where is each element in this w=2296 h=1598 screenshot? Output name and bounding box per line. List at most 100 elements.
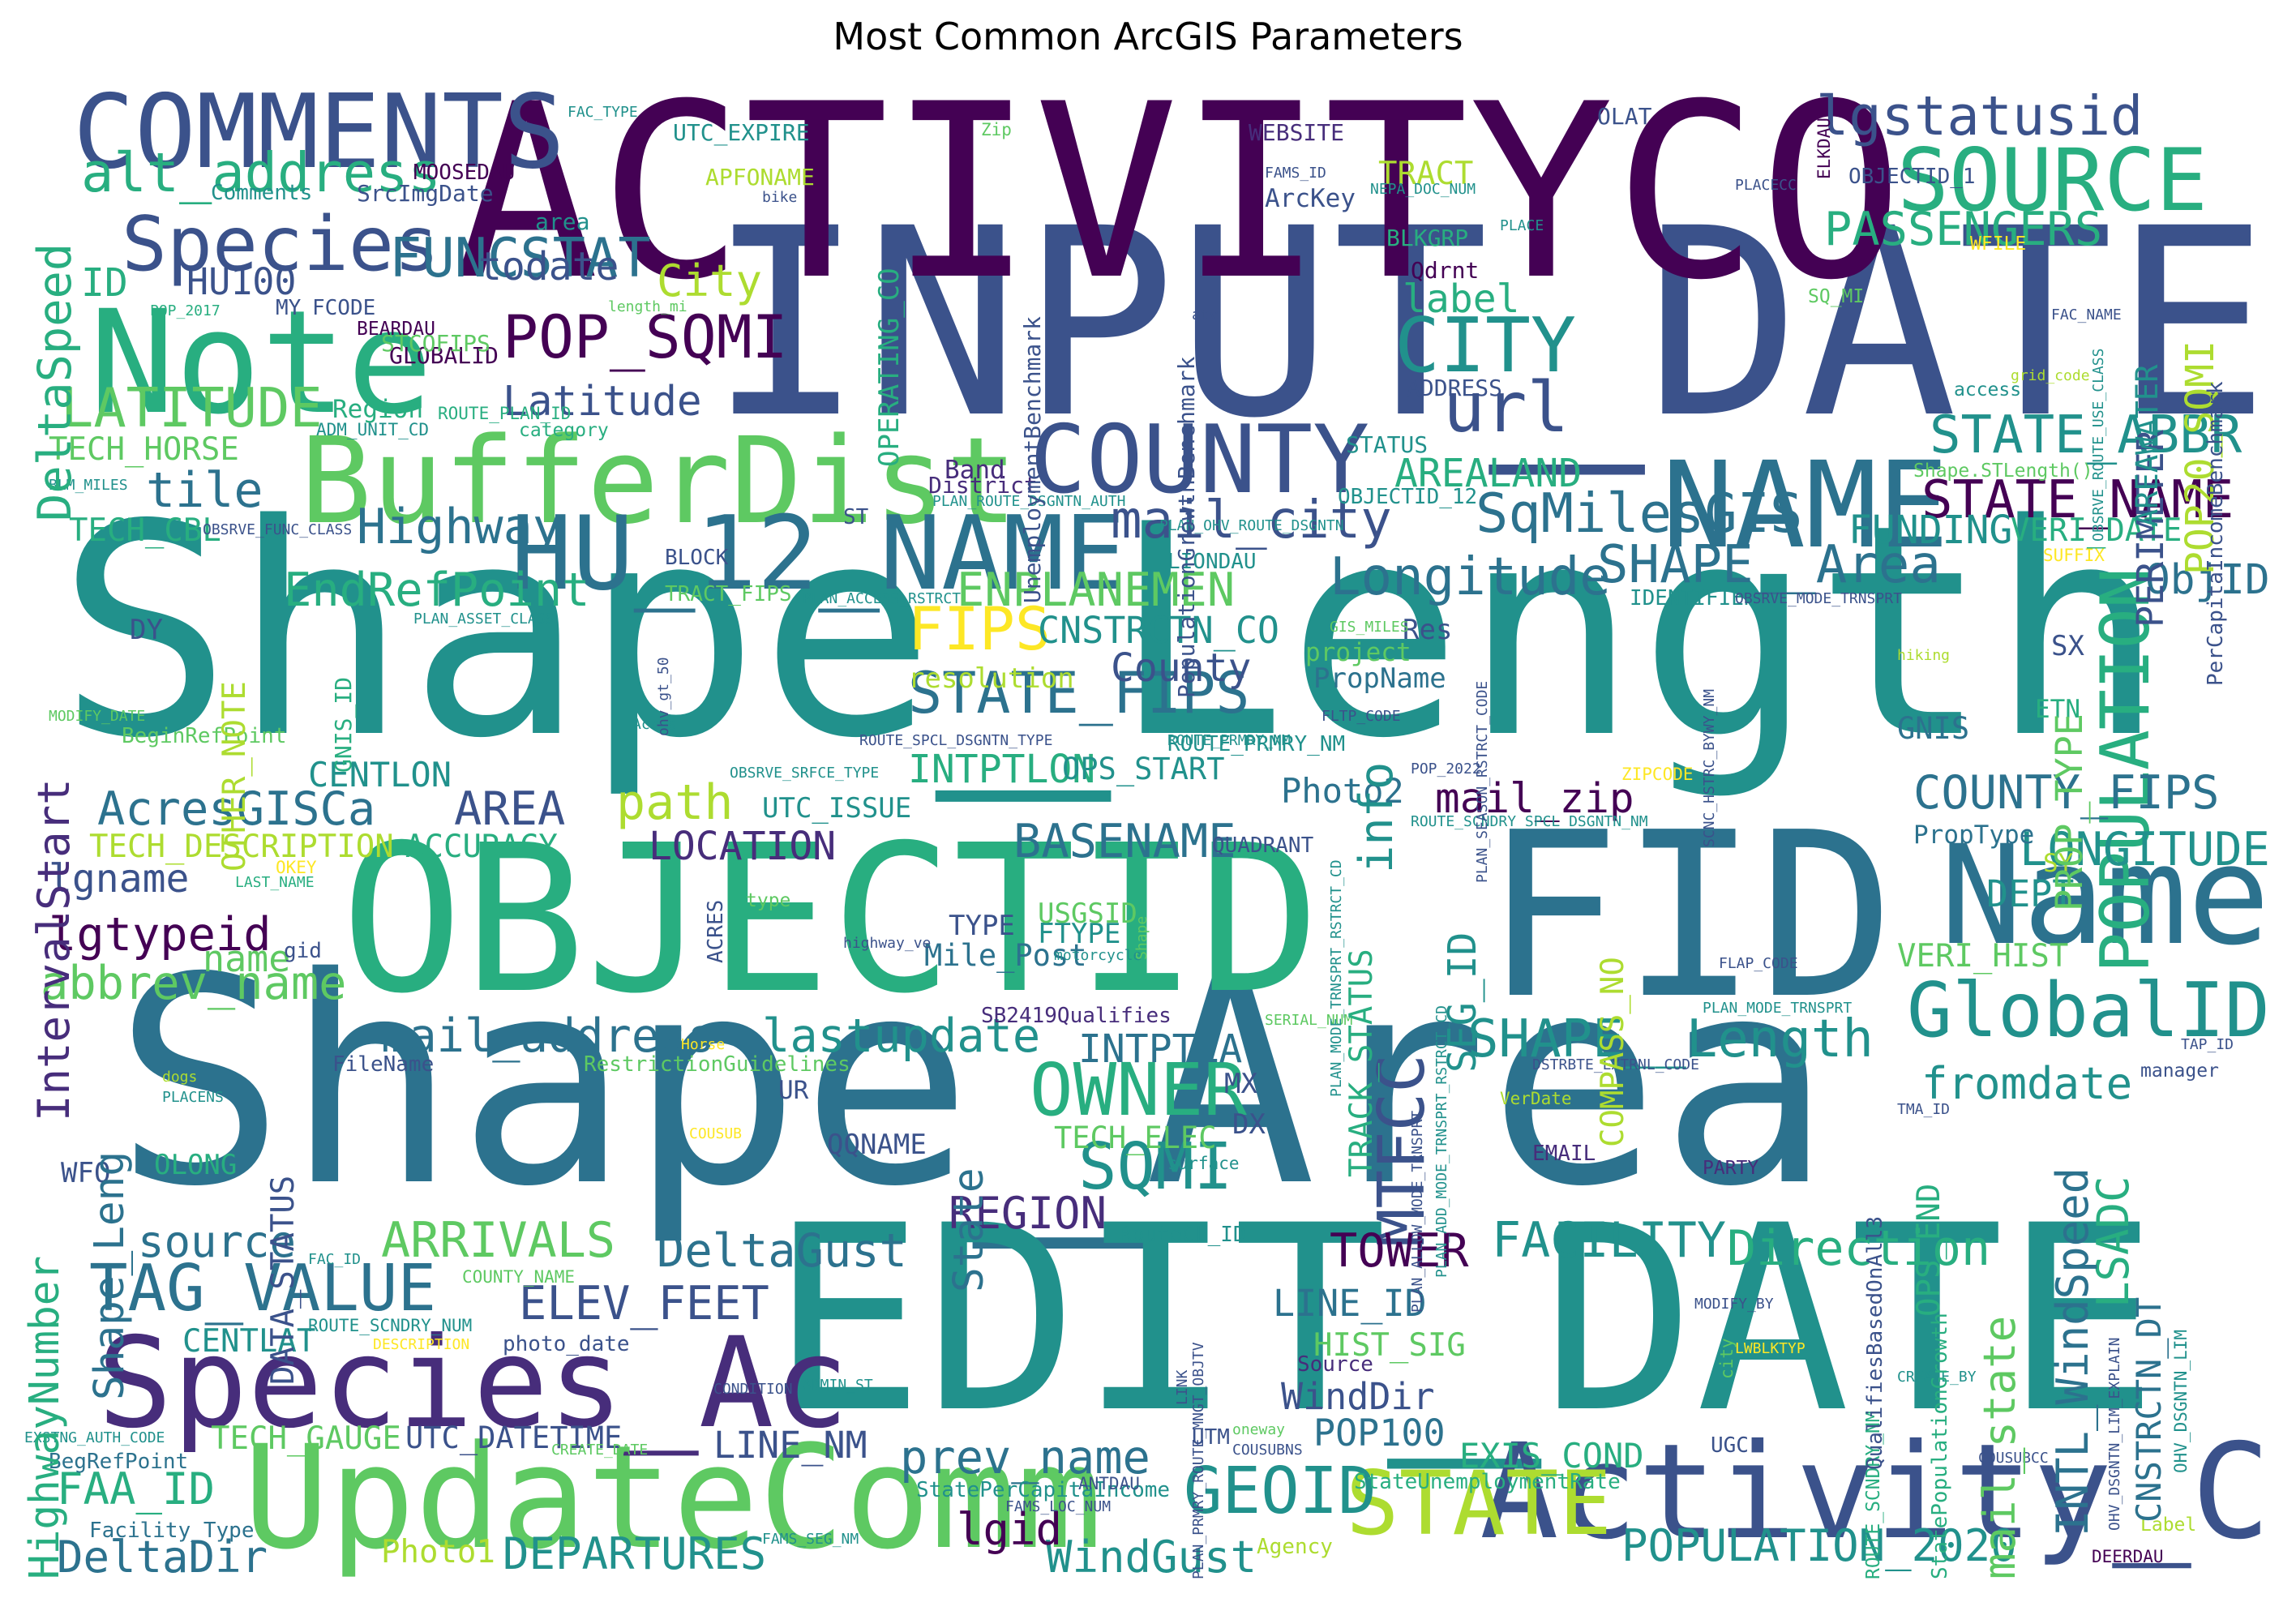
word-utm: UTM [1192,1425,1230,1450]
word-acres: ACRES [704,899,728,963]
word-endrefpoint: EndRefPoint [284,563,590,617]
word-photo2: Photo2 [1281,771,1404,811]
word-ohv-dsgntn-lim: OHV_DSGNTN_LIM [2171,1329,2191,1473]
word-plan-allow-mode-trnsprt: PLAN_ALLOW_MODE_TRNSPRT [1409,1110,1426,1313]
word-region: REGION [949,1188,1107,1239]
word-statepopulationgrowth: StatePopulationGrowth [1928,1313,1952,1579]
word-routecl-id: RouteCL_ID [1119,1223,1246,1247]
word-beardau: BEARDAU [357,319,435,340]
word-fams-id: FAMS_ID [1265,165,1326,182]
word-faa-id: FAA_ID [57,1463,216,1514]
word-cloud: Shape_Length Shape_Area INPUT_DATE EDIT_DAT… [24,73,2272,1581]
word-sx: SX [2051,630,2084,662]
word-veri-date: VERI_DATE [2011,512,2182,549]
word-zip: Zip [981,120,1012,139]
word-activity-c: Activity_C [1480,1416,2271,1569]
word-centlat: CENTLAT [182,1323,316,1360]
word-state-abbr: STATE_ABBR [1930,405,2242,465]
word-fams-loc-num: FAMS_LOC_NUM [1005,1498,1112,1515]
word-longitude: Longitude [1330,547,1611,607]
word-exstng-auth-code: EXSTNG_AUTH_CODE [24,1429,165,1446]
word-mx: MX [1224,1068,1257,1100]
chart-title: Most Common ArcGIS Parameters [833,15,1463,58]
word-blkgrp: BLKGRP [1386,225,1469,251]
word-intervalstart: IntervalStart [28,778,79,1121]
word-deltadir: DeltaDir [57,1532,268,1581]
word-stcofips: STCOFIPS [381,330,490,357]
word-blm-miles: BLM_MILES [49,477,128,494]
word-dx: DX [1232,1108,1266,1141]
word-adm-unit-cd: ADM_UNIT_CD [316,420,430,439]
word-plan-asset-class: PLAN_ASSET_CLASS [413,610,555,628]
word-tma-id: TMA_ID [1897,1101,1951,1118]
word-shape-stlength: Shape.STLength() [1913,461,2093,482]
word-qdrnt: Qdrnt [1411,257,1480,284]
word-windgust: WindGust [1046,1532,1257,1581]
word-admin-st: ADMIN_ST [803,1377,873,1394]
word-fromdate: fromdate [1921,1058,2133,1109]
word-suffix: SUFFIX [2043,546,2105,565]
word-species-ac: Species_Ac [97,1311,850,1456]
word-pop-2022: POP_2022 [1411,760,1481,778]
word-res: Res [1403,614,1453,646]
word-cnstrctn-dt: CNSTRCTN_DT [2129,1296,2169,1523]
word-tech-description: TECH_DESCRIPTION [89,829,394,865]
word-sq-mi: SQ_MI [1808,286,1865,307]
word-funding: FUNDING [1848,508,2013,553]
word-st: ST [843,505,869,529]
word-latitude: Latitude [503,378,702,426]
word-apfoname: APFONAME [705,164,815,191]
word-region: Region [332,395,423,424]
word-population-2020: POPULATION_2020 [1621,1520,2017,1571]
word-okey: OKEY [276,858,317,877]
word-statepercapitaincome: StatePerCapitaIncome [916,1478,1171,1502]
word-olat: OLAT [1597,103,1652,130]
word-tech-horse: TECH_HORSE [49,431,239,468]
word-route-prmry-nm: ROUTE_PRMRY_NM [1167,732,1346,756]
word-tower: TOWER [1330,1224,1469,1278]
word-lsadc: LSADC [2088,1176,2139,1308]
word-centlon: CENTLON [308,755,452,795]
word-veri-hist: VERI_HIST [1897,938,2069,975]
word-activityco: ACTIVITYCO [454,73,1904,333]
word-label: Label [2140,1514,2197,1536]
word-objectid: OBJECTID [341,802,1321,1039]
word-route-scndry-spcl-dsgntn-nm: ROUTE_SCNDRY_SPCL_DSGNTN_NM [1411,813,1648,830]
word-objectid-1: OBJECTID_1 [1848,165,1976,189]
word-ops-end: OPS_END [1911,1183,1947,1317]
word-fac-name: FAC_NAME [2051,306,2122,323]
word-alt-address: alt_address [81,141,441,204]
word-flap-code: FLAP_CODE [1719,955,1798,972]
word-placecc: PLACECC [1735,177,1797,194]
word-source: Source [1297,1352,1373,1377]
word-proptype: PropType [1913,820,2035,850]
word-data-status: DATA_STATUS [265,1175,302,1385]
word-plan-route-dsgntn-auth: PLAN_ROUTE_DSGNTN_AUTH [932,493,1126,510]
word-pop100: POP100 [1313,1412,1446,1454]
word-cousubns: COUSUBNS [1232,1442,1303,1459]
word-liondau: LIONDAU [1167,550,1257,574]
word-source: SOURCE [1897,131,2208,230]
word-obsrve-route-use-class: OBSRVE_ROUTE_USE_CLASS [2090,348,2107,542]
word-highway-ve: highway_ve [843,935,932,952]
word-accuracy: ACCURACY [405,829,558,865]
word-lwblktyp: LWBLKTYP [1735,1340,1806,1357]
word-sqmilesgis: SqMilesGIS [1476,482,1803,545]
word-sqmi: SQMI [1078,1129,1233,1204]
word-restrictionguidelines: RestrictionGuidelines [584,1052,850,1077]
word-obsrve-func-class: OBSRVE_FUNC_CLASS [203,521,353,538]
word-horse: Horse [681,1036,726,1053]
word-name: NAME [1662,436,1950,575]
word-prev-name: prev_name [900,1431,1150,1484]
word-city: City [657,255,763,306]
word-acresgisca: AcresGISCa [97,782,376,836]
word-abbrev-name: abbrev_name [41,957,347,1010]
word-plan-ohv-route-dsgntn: PLAN_OHV_ROUTE_DSGNTN [1159,517,1344,534]
word-tech-cbl: TECH_CBL [69,512,221,549]
word-acres: Acres [632,716,677,733]
word-bike: bike [762,189,798,206]
word-gid: gid [284,939,322,963]
word-propname: PropName [1313,662,1446,695]
word-lastupdate: lastupdate [762,1009,1041,1063]
word-project: project [1305,638,1411,667]
